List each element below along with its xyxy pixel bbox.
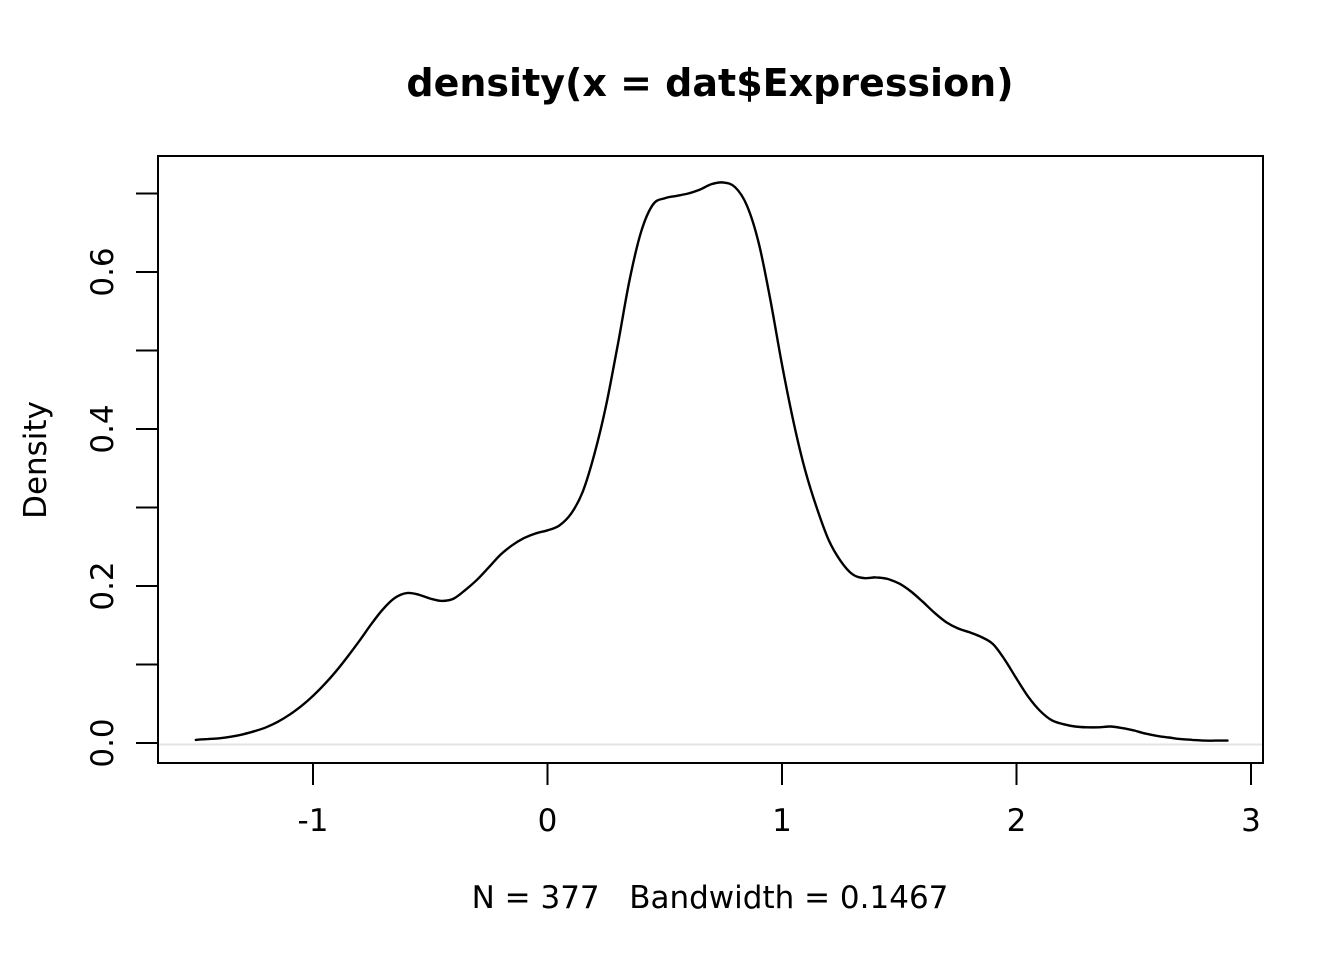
x-tick-label: 1	[772, 803, 792, 839]
x-tick-label: 3	[1241, 803, 1261, 839]
y-tick-label: 0.0	[85, 718, 121, 768]
x-tick-label: 0	[537, 803, 558, 839]
y-tick-label: 0.2	[85, 561, 121, 611]
x-axis-subtitle: N = 377 Bandwidth = 0.1467	[471, 880, 949, 916]
y-tick-label: 0.6	[85, 247, 121, 297]
y-axis-title: Density	[18, 401, 54, 519]
plot-border-box	[157, 155, 1264, 764]
x-tick-label: 2	[1006, 803, 1027, 839]
chart-title: density(x = dat$Expression)	[406, 61, 1014, 105]
density-curve	[194, 181, 1229, 742]
y-tick-label: 0.4	[85, 404, 121, 454]
x-tick-label: -1	[297, 803, 329, 839]
